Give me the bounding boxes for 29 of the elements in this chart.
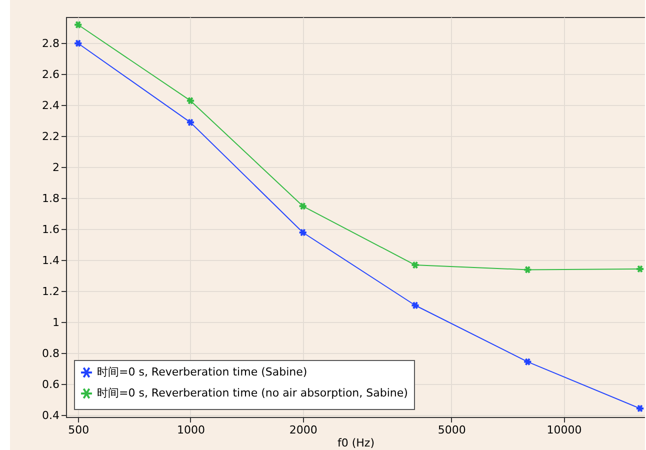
point [410, 260, 420, 270]
y-tick-label: 1 [52, 316, 60, 329]
legend-label: 时间=0 s, Reverberation time (Sabine) [97, 366, 308, 378]
x-tick-label: 2000 [289, 424, 318, 436]
point [410, 301, 420, 310]
y-tick-label: 0.4 [42, 408, 60, 422]
point [523, 266, 532, 274]
x-tick-label: 500 [68, 424, 90, 436]
y-tick-label: 0.8 [42, 346, 60, 360]
y-tick-label: 2.2 [42, 130, 60, 143]
y-tick-label: 1.2 [42, 284, 60, 298]
point [298, 202, 308, 210]
y-tick-label: 1.4 [42, 254, 60, 267]
x-tick-label: 10000 [546, 424, 582, 436]
y-tick-label: 2 [52, 160, 60, 174]
point [298, 228, 308, 237]
y-tick-label: 2.8 [42, 36, 60, 50]
point [186, 118, 196, 126]
y-tick-label: 2.4 [42, 98, 60, 112]
x-tick-label: 1000 [176, 424, 205, 436]
y-tick-label: 0.6 [42, 378, 60, 391]
x-axis-title: f0 (Hz) [338, 436, 374, 450]
y-tick-label: 1.6 [42, 222, 60, 236]
y-tick-label: 2.6 [42, 68, 60, 81]
x-tick-label: 5000 [438, 424, 466, 436]
legend-label: 时间=0 s, Reverberation time (no air absorption, Sabine) [97, 386, 408, 400]
point [186, 96, 196, 105]
point [523, 358, 532, 366]
y-tick-label: 1.8 [42, 192, 60, 205]
